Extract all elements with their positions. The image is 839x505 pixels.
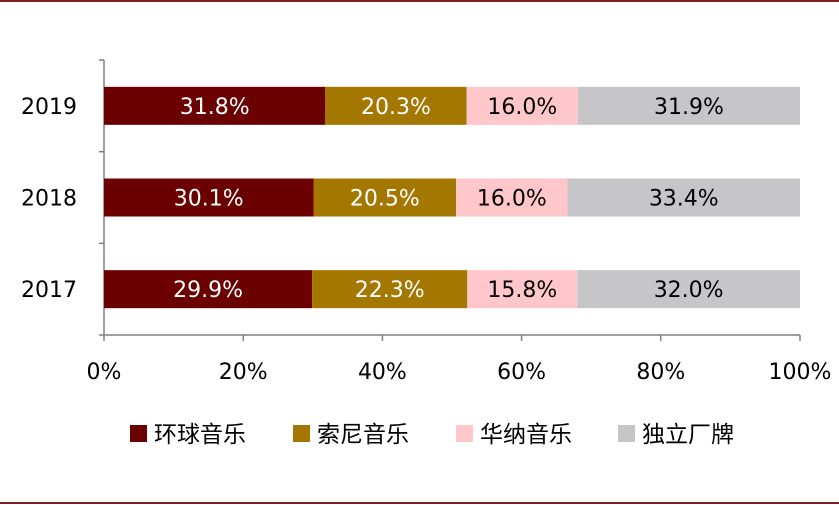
bar-segment [467,270,578,309]
data-label: 31.9% [654,95,724,120]
y-category-label: 2018 [21,187,77,212]
bar-segment [104,86,326,125]
data-labels: 2019 31.8% 20.3% 16.0% 31.9% 2018 30.1% 20.5% 16… [21,95,724,303]
axis-ticks: 0% 20% 40% 60% 80% 100% [87,335,832,385]
legend-label: 华纳音乐 [480,422,572,448]
data-label: 15.8% [487,278,557,303]
data-label: 30.1% [174,187,244,212]
x-tick-label: 60% [497,360,546,385]
data-label: 16.0% [487,95,557,120]
bar-segment [577,270,800,309]
y-category-label: 2019 [21,95,77,120]
bottom-border [0,502,839,504]
data-label: 31.8% [180,95,250,120]
legend-label: 环球音乐 [154,422,246,448]
legend: 环球音乐 索尼音乐 华纳音乐 独立厂牌 [130,422,734,448]
x-tick-label: 0% [87,360,122,385]
bar-segment [104,178,314,217]
top-border [0,0,839,2]
bar-segment [104,270,313,309]
data-label: 33.4% [649,187,719,212]
data-label: 32.0% [654,278,724,303]
bar-segment [313,178,457,217]
data-label: 16.0% [477,187,547,212]
bar-segment [456,178,568,217]
legend-label: 索尼音乐 [317,422,409,448]
legend-swatch [293,425,310,442]
data-label: 29.9% [173,278,243,303]
legend-swatch [456,425,473,442]
legend-swatch [130,425,147,442]
bars [104,86,800,309]
legend-swatch [618,425,635,442]
x-tick-label: 20% [219,360,268,385]
x-tick-label: 80% [636,360,685,385]
y-category-label: 2017 [21,278,77,303]
bar-segment [312,270,468,309]
bar-segment [577,86,800,125]
data-label: 20.3% [361,95,431,120]
legend-label: 独立厂牌 [642,422,734,448]
bar-segment [325,86,467,125]
x-tick-label: 40% [358,360,407,385]
data-label: 22.3% [355,278,425,303]
x-tick-label: 100% [769,360,832,385]
bar-segment [567,178,800,217]
data-label: 20.5% [350,187,420,212]
bar-segment [466,86,578,125]
